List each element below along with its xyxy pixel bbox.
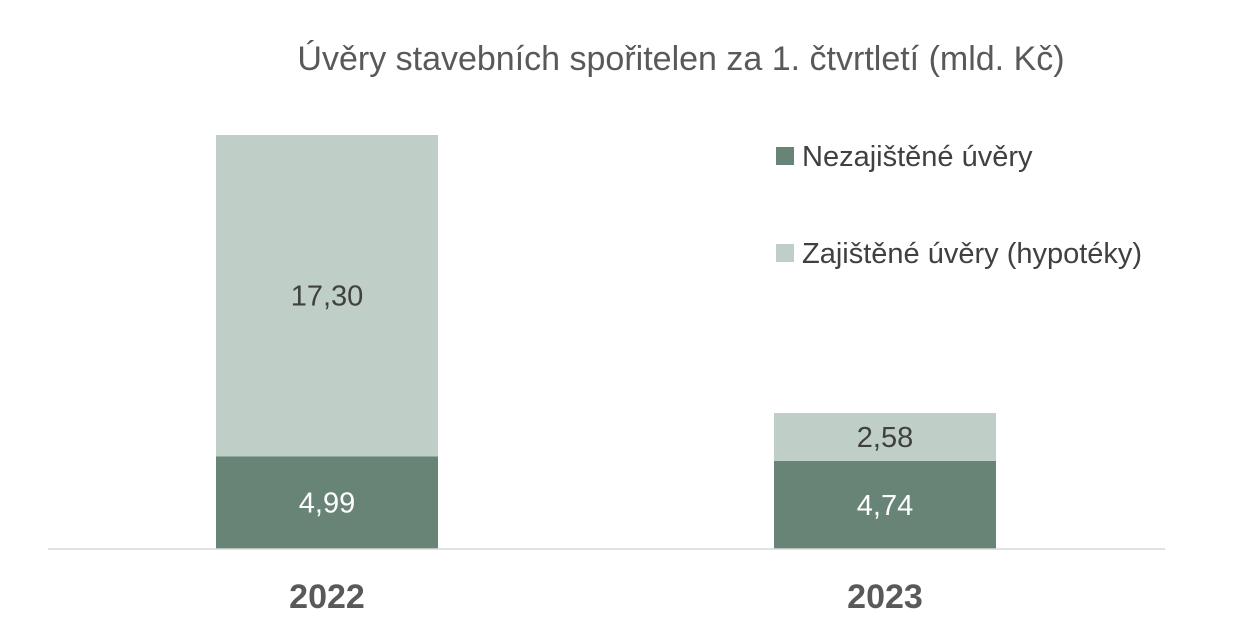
chart-title: Úvěry stavebních spořitelen za 1. čtvrtl… xyxy=(297,40,1064,78)
data-label-2023-series-2: 2,58 xyxy=(857,422,913,454)
bar-segment-2023-series-2 xyxy=(774,413,996,461)
category-label-2023: 2023 xyxy=(847,578,923,616)
legend-label-series-1: Nezajištěné úvěry xyxy=(802,141,1033,173)
category-label-2022: 2022 xyxy=(289,578,365,616)
legend-swatch-series-2 xyxy=(776,244,794,262)
legend-label-series-2: Zajištěné úvěry (hypotéky) xyxy=(802,238,1142,270)
data-label-2023-series-1: 4,74 xyxy=(857,490,913,522)
category-labels: 2022 2023 xyxy=(289,578,923,616)
data-label-2022-series-1: 4,99 xyxy=(299,488,355,520)
bar-segment-2023-series-1 xyxy=(774,460,996,549)
legend-swatch-series-1 xyxy=(776,147,794,165)
data-label-2022-series-2: 17,30 xyxy=(291,281,364,313)
legend: Nezajištěné úvěry Zajištěné úvěry (hypoté… xyxy=(776,141,1142,270)
bar-segment-2022-series-2 xyxy=(216,135,438,457)
bar-segment-2022-series-1 xyxy=(216,456,438,549)
bars-layer: 4,99 17,30 4,74 2,58 xyxy=(216,135,996,549)
